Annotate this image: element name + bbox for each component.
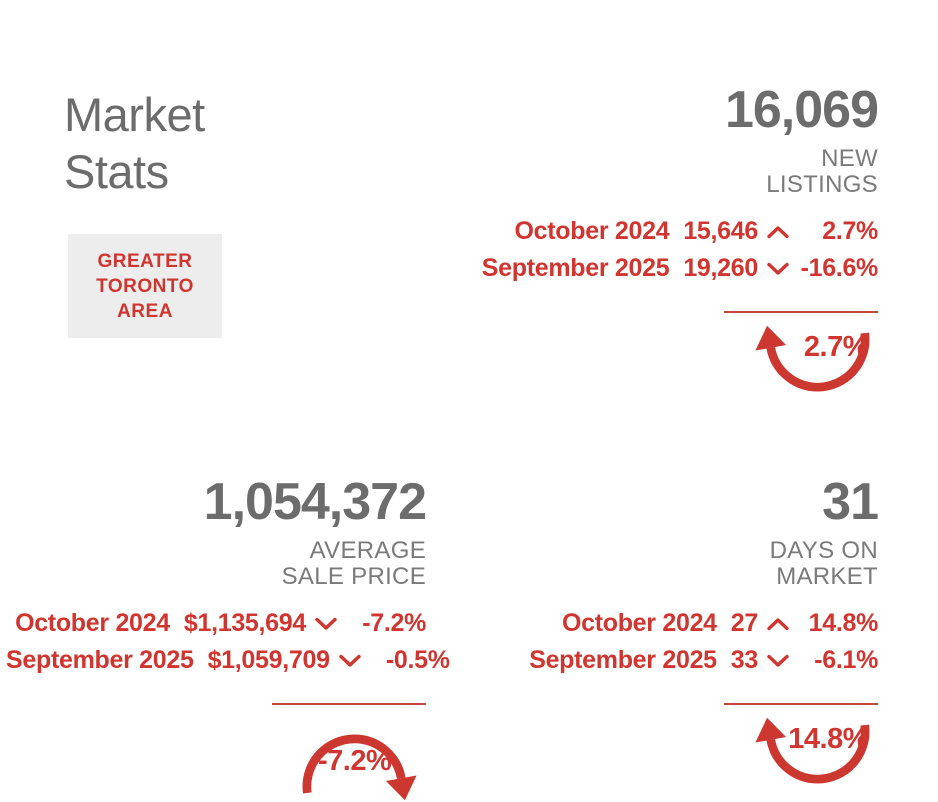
region-badge: GREATER TORONTO AREA xyxy=(68,234,222,338)
stat-label: AVERAGE SALE PRICE xyxy=(281,537,426,590)
stat-value: 16,069 xyxy=(724,81,879,139)
region-badge-line: AREA xyxy=(117,300,173,322)
period-value: 19,260 xyxy=(683,254,758,282)
period-value: 33 xyxy=(730,646,759,674)
comparison-row: October 2024 15,646 2.7% xyxy=(478,213,879,250)
change-percent: -16.6% xyxy=(800,254,879,282)
comparison-row: October 2024 27 14.8% xyxy=(478,605,878,642)
page-title: Market Stats xyxy=(64,86,205,200)
change-percent: 14.8% xyxy=(808,609,879,637)
period-label: October 2024 xyxy=(561,609,717,637)
divider-line xyxy=(724,311,878,313)
page-title-line1: Market xyxy=(64,88,205,141)
down-chevron-icon xyxy=(330,654,370,668)
period-value: 27 xyxy=(730,609,759,637)
up-chevron-icon xyxy=(758,617,798,631)
down-chevron-icon xyxy=(306,617,346,631)
region-badge-line: GREATER xyxy=(97,250,193,272)
change-percent: -6.1% xyxy=(814,646,878,674)
stat-value: 1,054,372 xyxy=(203,473,427,531)
period-label: September 2025 xyxy=(481,254,670,282)
trend-indicator: 2.7% xyxy=(746,323,878,411)
change-percent: -0.5% xyxy=(385,646,450,674)
period-value: $1,135,694 xyxy=(183,609,306,637)
down-chevron-icon xyxy=(758,654,798,668)
down-chevron-icon xyxy=(758,262,798,276)
stat-average-sale-price: 1,054,372 AVERAGE SALE PRICE October 202… xyxy=(6,473,450,802)
change-percent: 2.7% xyxy=(822,217,878,245)
stat-value: 31 xyxy=(822,473,879,531)
period-label: September 2025 xyxy=(6,646,194,674)
divider-line xyxy=(272,703,426,705)
change-percent: -7.2% xyxy=(362,609,426,637)
stat-new-listings: 16,069 NEW LISTINGS October 2024 15,646 … xyxy=(478,81,879,411)
comparison-rows: October 2024 $1,135,694 -7.2% September … xyxy=(6,605,450,679)
down-trend-arrow-icon xyxy=(302,734,417,801)
comparison-row: September 2025 19,260 -16.6% xyxy=(478,250,879,287)
divider-line xyxy=(724,703,878,705)
trend-indicator: 14.8% xyxy=(746,715,878,802)
region-badge-line: TORONTO xyxy=(96,275,194,297)
period-value: 15,646 xyxy=(683,217,758,245)
stat-label: NEW LISTINGS xyxy=(766,145,878,198)
summary-change-percent: 14.8% xyxy=(788,723,868,755)
stat-label: DAYS ON MARKET xyxy=(769,537,878,590)
summary-change-percent: 2.7% xyxy=(803,331,869,363)
comparison-row: September 2025 33 -6.1% xyxy=(478,642,878,679)
comparison-rows: October 2024 27 14.8% September 2025 33 … xyxy=(478,605,878,679)
comparison-row: October 2024 $1,135,694 -7.2% xyxy=(6,605,426,642)
stat-days-on-market: 31 DAYS ON MARKET October 2024 27 14.8% … xyxy=(478,473,879,802)
page-title-line2: Stats xyxy=(64,145,169,198)
comparison-row: September 2025 $1,059,709 -0.5% xyxy=(6,642,450,679)
up-trend-arrow-icon xyxy=(755,325,870,392)
summary-change-percent: -7.2% xyxy=(318,745,392,777)
period-label: October 2024 xyxy=(15,609,170,637)
trend-indicator: -7.2% xyxy=(294,715,426,802)
comparison-rows: October 2024 15,646 2.7% September 2025 … xyxy=(478,213,879,287)
up-trend-arrow-icon xyxy=(755,717,870,784)
period-label: September 2025 xyxy=(529,646,717,674)
period-label: October 2024 xyxy=(514,217,670,245)
period-value: $1,059,709 xyxy=(207,646,330,674)
up-chevron-icon xyxy=(758,225,798,239)
